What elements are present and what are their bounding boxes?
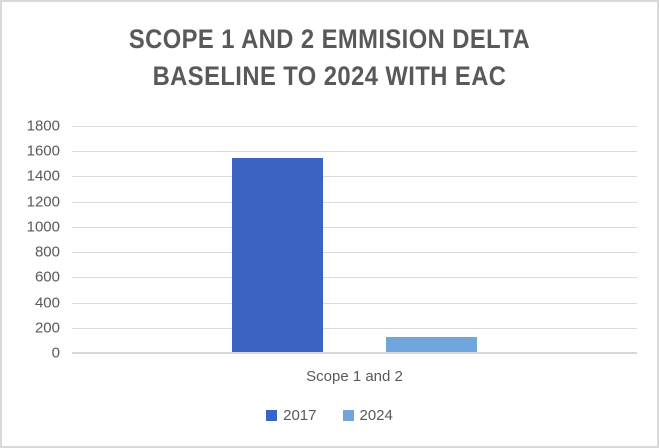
y-tick-label: 800	[34, 243, 60, 261]
legend-item-2017: 2017	[266, 407, 317, 424]
gridline	[72, 277, 637, 279]
gridline	[72, 176, 637, 178]
gridline	[72, 302, 637, 304]
x-category-label: Scope 1 and 2	[306, 368, 403, 385]
bar-2024	[386, 336, 477, 353]
y-tick-label: 0	[51, 344, 60, 362]
chart-title-line-1: SCOPE 1 AND 2 EMMISION DELTA	[128, 24, 531, 54]
chart-title: SCOPE 1 AND 2 EMMISION DELTA BASELINE TO…	[41, 21, 617, 95]
legend-label-2024: 2024	[359, 407, 393, 424]
y-axis-labels: 1800 1600 1400 1200 1000 800 600 400 200 0	[2, 118, 60, 362]
plot-area	[72, 126, 637, 354]
legend-label-2017: 2017	[283, 407, 317, 424]
gridline	[72, 327, 637, 329]
y-tick-label: 400	[34, 294, 60, 312]
bars-group	[72, 126, 637, 353]
y-tick-label: 1800	[26, 117, 60, 135]
gridline	[72, 226, 637, 228]
chart-title-line-2: BASELINE TO 2024 WITH EAC	[152, 61, 507, 91]
gridline	[72, 151, 637, 153]
x-axis-line	[72, 352, 637, 354]
legend: 2017 2024	[2, 407, 657, 424]
legend-swatch-2017	[266, 410, 278, 421]
gridline	[72, 252, 637, 254]
legend-swatch-2024	[342, 410, 354, 421]
gridline	[72, 126, 637, 127]
y-tick-label: 1600	[26, 142, 60, 160]
legend-item-2024: 2024	[342, 407, 393, 424]
y-tick-label: 1000	[26, 218, 60, 236]
gridline	[72, 201, 637, 203]
y-tick-label: 200	[34, 319, 60, 337]
bar-2017	[232, 157, 323, 353]
y-tick-label: 1400	[26, 167, 60, 185]
y-tick-label: 600	[34, 268, 60, 286]
y-tick-label: 1200	[26, 193, 60, 211]
